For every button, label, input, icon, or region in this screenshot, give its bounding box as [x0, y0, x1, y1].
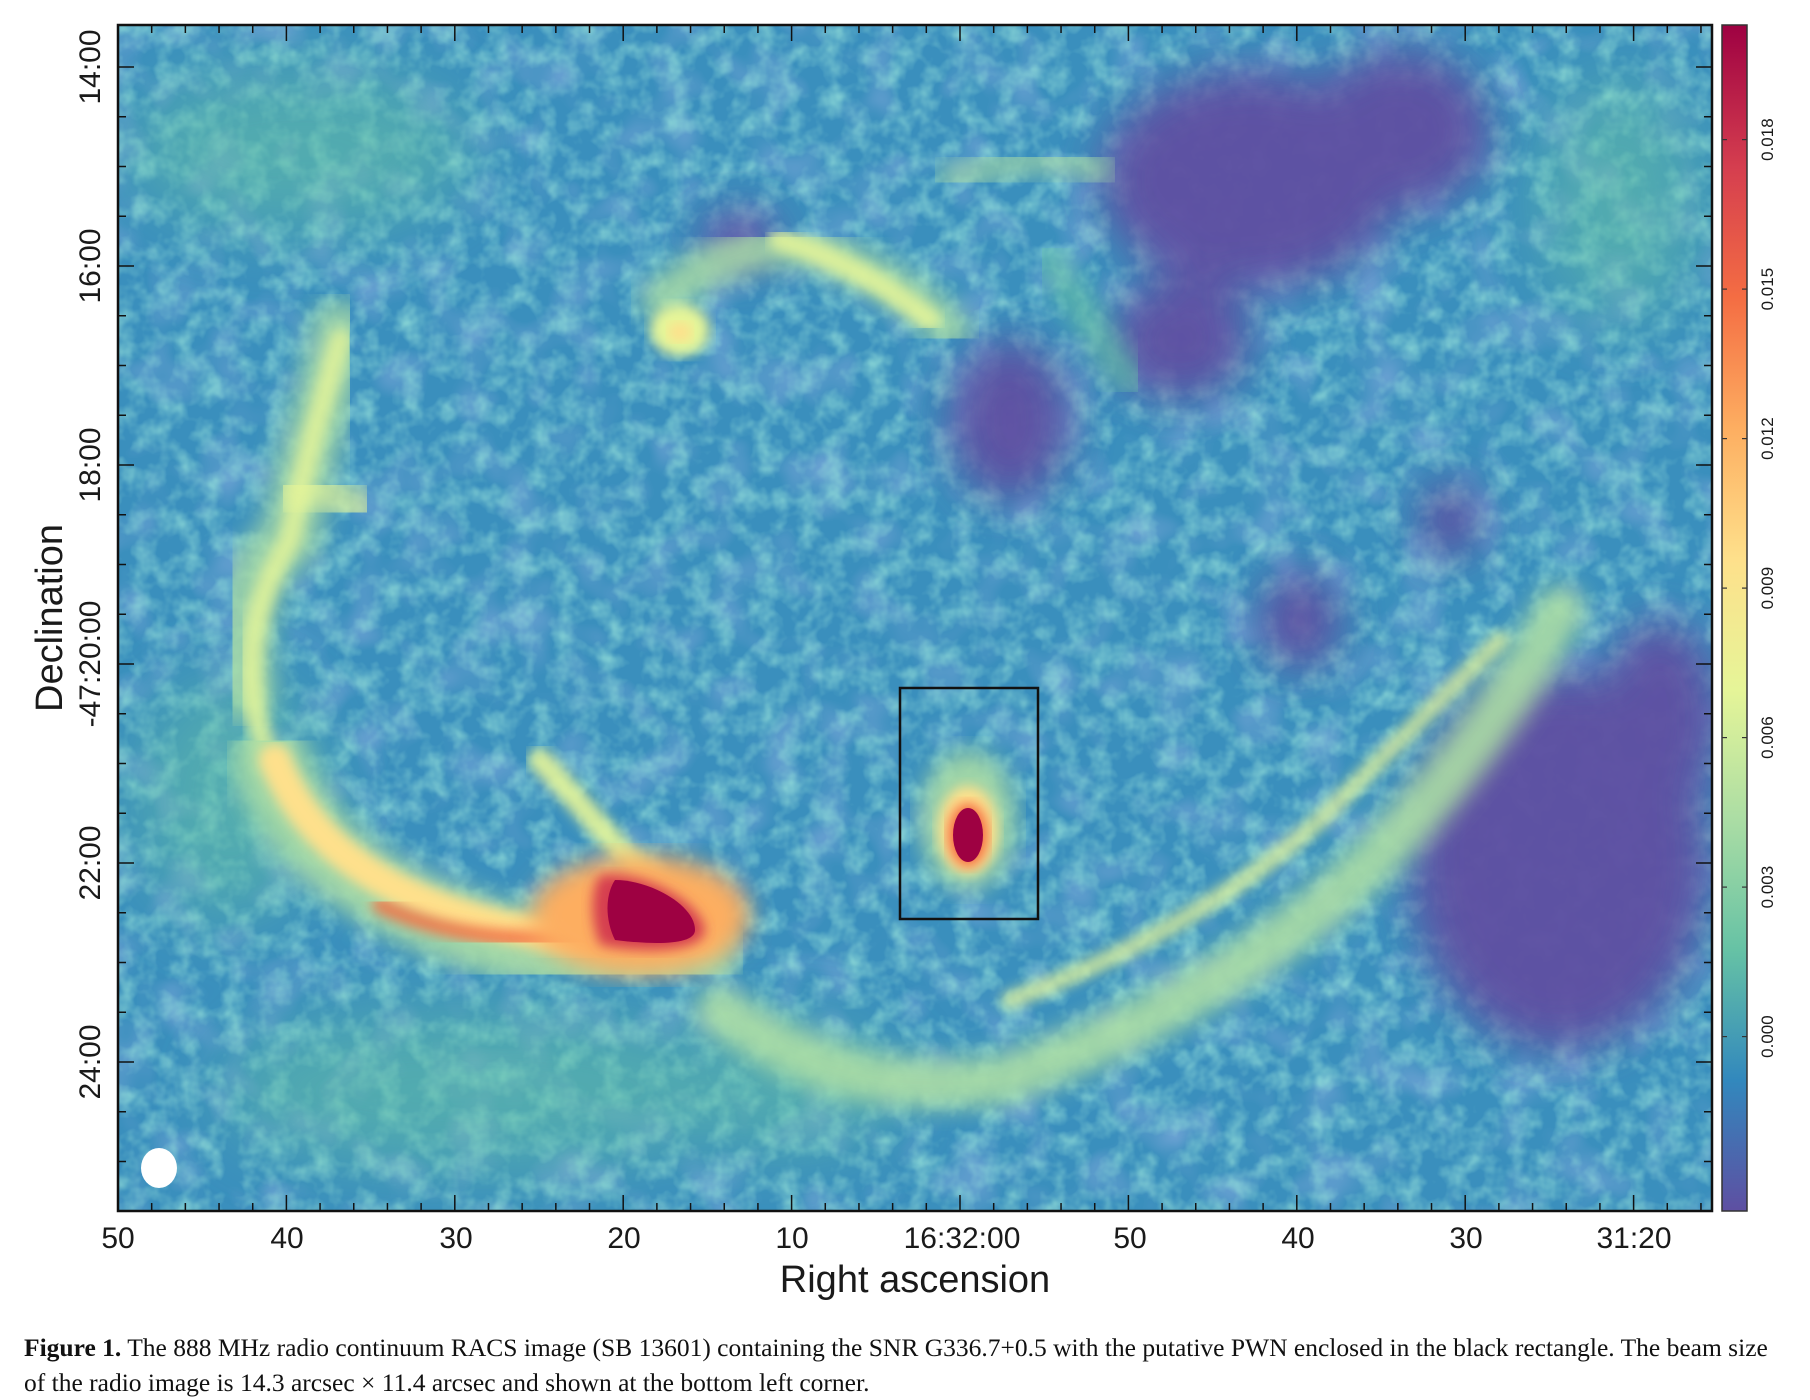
x-tick-label: 40 — [1281, 1222, 1314, 1255]
colorbar-tick-label: 0.003 — [1758, 866, 1777, 909]
colorbar-ticks — [1722, 139, 1747, 1038]
colorbar-tick-label: 0.009 — [1758, 567, 1777, 610]
x-tick-label: 31:20 — [1596, 1222, 1671, 1255]
colorbar-gradient — [1721, 24, 1748, 1212]
colorbar-tick-label: 0.006 — [1758, 716, 1777, 759]
x-tick-label: 30 — [439, 1222, 472, 1255]
radio-continuum-figure: 50 40 30 20 10 16:32:00 50 40 30 31:20 1… — [29, 23, 1777, 1301]
colorbar-labels: 0.000 0.003 0.006 0.009 0.012 0.015 0.01… — [1758, 118, 1777, 1058]
x-axis-labels: 50 40 30 20 10 16:32:00 50 40 30 31:20 — [101, 1222, 1671, 1255]
x-tick-label: 20 — [607, 1222, 640, 1255]
x-tick-label: 30 — [1449, 1222, 1482, 1255]
y-axis-ticks — [118, 66, 1712, 1163]
figure-caption: Figure 1. The 888 MHz radio continuum RA… — [24, 1330, 1794, 1400]
y-tick-label: 14:00 — [74, 29, 107, 104]
y-tick-label: 16:00 — [74, 228, 107, 303]
y-axis-labels: 14:00 16:00 18:00 -47:20:00 22:00 24:00 — [74, 29, 107, 1099]
colorbar-tick-label: 0.018 — [1758, 118, 1777, 161]
figure-label: Figure 1. — [24, 1333, 122, 1362]
x-axis-title: Right ascension — [780, 1259, 1050, 1301]
colorbar: 0.000 0.003 0.006 0.009 0.012 0.015 0.01… — [1721, 24, 1777, 1212]
x-tick-label: 16:32:00 — [904, 1222, 1021, 1255]
y-tick-label: -47:20:00 — [74, 601, 107, 728]
colorbar-tick-label: 0.012 — [1758, 417, 1777, 460]
y-tick-label: 24:00 — [74, 1024, 107, 1099]
x-tick-label: 50 — [1113, 1222, 1146, 1255]
pwn-rectangle — [898, 686, 1040, 921]
x-tick-label: 40 — [270, 1222, 303, 1255]
y-axis-title: Declination — [29, 524, 71, 712]
y-tick-label: 18:00 — [74, 427, 107, 502]
x-axis-ticks — [117, 25, 1702, 1211]
x-tick-label: 50 — [101, 1222, 134, 1255]
x-tick-label: 10 — [775, 1222, 808, 1255]
beam-ellipse — [141, 1148, 177, 1188]
y-tick-label: 22:00 — [74, 825, 107, 900]
caption-text: The 888 MHz radio continuum RACS image (… — [24, 1333, 1768, 1397]
plot-frame — [116, 23, 1714, 1213]
colorbar-tick-label: 0.015 — [1758, 268, 1777, 311]
colorbar-tick-label: 0.000 — [1758, 1015, 1777, 1058]
radio-image — [118, 25, 1712, 1211]
